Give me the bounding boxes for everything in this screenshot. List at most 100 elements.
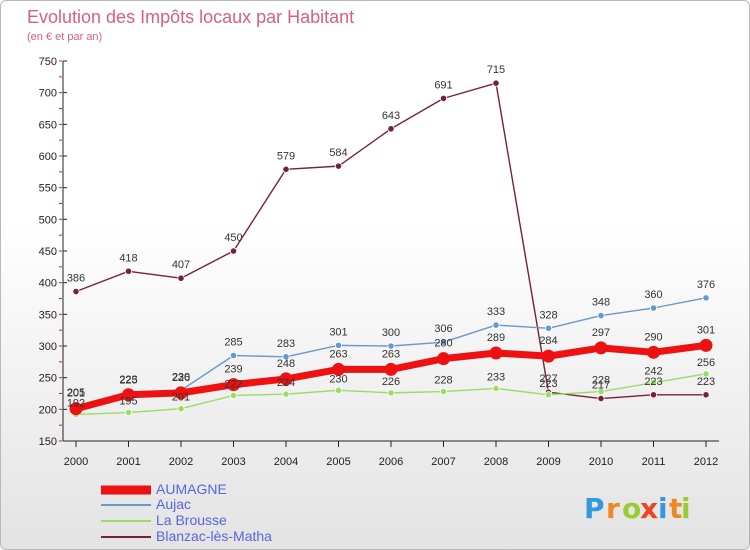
data-label: 450 <box>224 232 242 244</box>
data-label: 284 <box>539 335 557 347</box>
data-label: 230 <box>172 371 190 383</box>
data-label: 301 <box>697 324 715 336</box>
series-blanzac-l-s-matha <box>72 79 710 403</box>
x-tick-label: 2007 <box>431 456 455 468</box>
data-label: 195 <box>119 396 137 408</box>
data-point <box>334 162 343 170</box>
data-point <box>282 165 290 173</box>
data-label: 226 <box>172 372 190 384</box>
data-label: 233 <box>487 371 505 383</box>
data-point <box>597 394 605 403</box>
data-label: 285 <box>224 337 242 349</box>
chart-title: Evolution des Impôts locaux par Habitant <box>27 7 354 27</box>
legend-label: Blanzac-lès-Matha <box>156 528 272 544</box>
data-label: 239 <box>224 364 242 376</box>
data-label: 386 <box>67 273 85 285</box>
data-point <box>384 362 398 376</box>
legend-label: AUMAGNE <box>156 481 227 497</box>
data-label: 691 <box>434 79 452 91</box>
x-tick-label: 2009 <box>536 456 560 468</box>
legend-label: La Brousse <box>156 512 227 528</box>
data-label: 217 <box>592 380 610 392</box>
x-tick-label: 2008 <box>484 456 508 468</box>
data-point <box>597 311 605 320</box>
data-point <box>387 342 395 350</box>
data-label: 579 <box>277 150 295 162</box>
data-point <box>492 79 500 87</box>
data-point <box>229 247 238 255</box>
x-tick-label: 2001 <box>116 456 140 468</box>
data-label: 226 <box>382 376 400 388</box>
data-label: 280 <box>434 338 452 350</box>
data-point <box>229 391 238 399</box>
data-point <box>699 338 713 352</box>
x-tick-label: 2002 <box>169 456 193 468</box>
data-label: 228 <box>592 375 610 387</box>
y-tick-label: 250 <box>39 373 57 385</box>
y-tick-label: 450 <box>39 246 57 258</box>
data-point <box>597 387 605 396</box>
data-label: 192 <box>67 397 85 409</box>
data-label: 407 <box>172 259 190 271</box>
data-point <box>702 391 710 399</box>
data-point <box>229 351 238 360</box>
x-tick-label: 2006 <box>379 456 403 468</box>
data-label: 263 <box>329 348 347 360</box>
data-point <box>282 390 290 398</box>
data-label: 256 <box>697 357 715 369</box>
data-point <box>334 341 343 349</box>
data-point <box>702 370 710 378</box>
data-label: 333 <box>487 306 505 318</box>
data-label: 290 <box>644 331 662 343</box>
data-point <box>544 391 553 399</box>
data-point <box>544 324 553 332</box>
data-label: 225 <box>119 375 137 387</box>
x-tick-label: 2000 <box>64 456 88 468</box>
x-tick-label: 2012 <box>694 456 718 468</box>
data-labels-layer: 201 223 226 239 248 263 263 280 289 284 297 290 301 2… <box>67 64 715 409</box>
data-point <box>227 378 240 392</box>
legend-label: Aujac <box>156 496 191 512</box>
x-tick-label: 2010 <box>589 456 613 468</box>
chart-subtitle: (en € et par an) <box>27 31 102 43</box>
data-point <box>124 267 133 275</box>
data-point <box>702 294 710 302</box>
data-label: 584 <box>329 147 347 159</box>
data-point <box>649 379 658 387</box>
y-tick-label: 350 <box>39 309 57 321</box>
data-point <box>439 338 448 346</box>
data-point <box>174 386 188 400</box>
data-label: 228 <box>434 375 452 387</box>
data-label: 300 <box>382 327 400 339</box>
data-label: 283 <box>277 338 295 350</box>
data-label: 224 <box>277 377 295 389</box>
data-point <box>387 125 395 133</box>
data-point <box>492 384 500 393</box>
data-point <box>649 304 658 312</box>
y-tick-label: 700 <box>39 88 57 100</box>
brand-letter: i <box>658 492 668 525</box>
data-label: 230 <box>329 373 347 385</box>
x-tick-label: 2011 <box>642 456 666 468</box>
data-point <box>69 402 83 416</box>
x-tick-label: 2003 <box>221 456 245 468</box>
data-point <box>282 353 290 361</box>
data-label: 328 <box>539 309 557 321</box>
brand-letter: o <box>622 492 641 525</box>
data-point <box>177 405 185 413</box>
data-point <box>649 391 658 399</box>
data-point <box>334 386 343 394</box>
data-label: 263 <box>382 348 400 360</box>
data-point <box>72 287 80 296</box>
data-label: 289 <box>487 332 505 344</box>
brand-letter: i <box>681 492 691 525</box>
data-point <box>332 362 345 376</box>
series-la-brousse <box>72 370 710 418</box>
y-tick-label: 650 <box>39 119 57 131</box>
y-tick-label: 400 <box>39 278 57 290</box>
data-label: 306 <box>434 323 452 335</box>
